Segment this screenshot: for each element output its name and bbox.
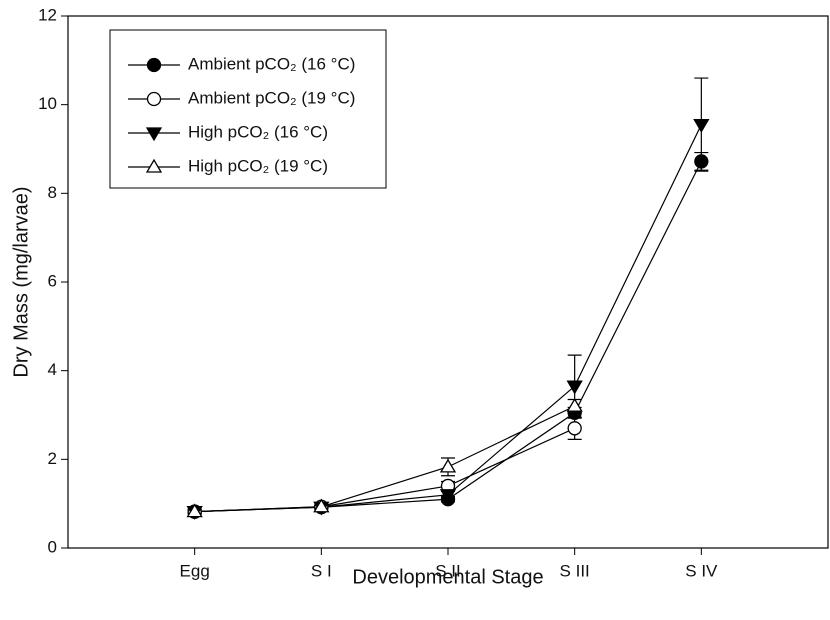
legend-marker [146,57,162,73]
y-tick-label: 12 [38,5,57,24]
y-tick-label: 8 [48,183,57,202]
y-tick-label: 4 [48,360,57,379]
y-tick-label: 10 [38,94,57,113]
x-tick-label: S I [311,561,332,580]
x-tick-label: S IV [685,561,718,580]
x-tick-label: Egg [180,561,210,580]
data-point [566,380,583,395]
x-axis-label: Developmental Stage [352,566,543,588]
legend-label: High pCO₂ (16 °C) [188,122,328,141]
legend-label: Ambient pCO₂ (19 °C) [188,88,355,107]
legend-marker [146,91,162,107]
legend-box [109,29,387,189]
legend-marker [145,127,163,142]
y-axis-label: Dry Mass (mg/larvae) [10,186,32,377]
y-tick-label: 6 [48,271,57,290]
data-point [439,458,457,473]
x-tick-label: S III [560,561,590,580]
series-line [194,405,575,513]
legend-label: High pCO₂ (19 °C) [188,156,328,175]
y-tick-label: 2 [48,449,57,468]
data-point [186,503,203,518]
series-line [194,427,575,513]
data-point [566,397,583,412]
data-point [567,421,582,436]
legend-marker [145,158,163,173]
data-point [693,118,710,133]
y-tick-label: 0 [48,537,57,556]
x-tick-label: S II [435,561,461,580]
legend-label: Ambient pCO₂ (16 °C) [188,54,355,73]
data-point [313,498,330,513]
data-point [439,489,457,504]
